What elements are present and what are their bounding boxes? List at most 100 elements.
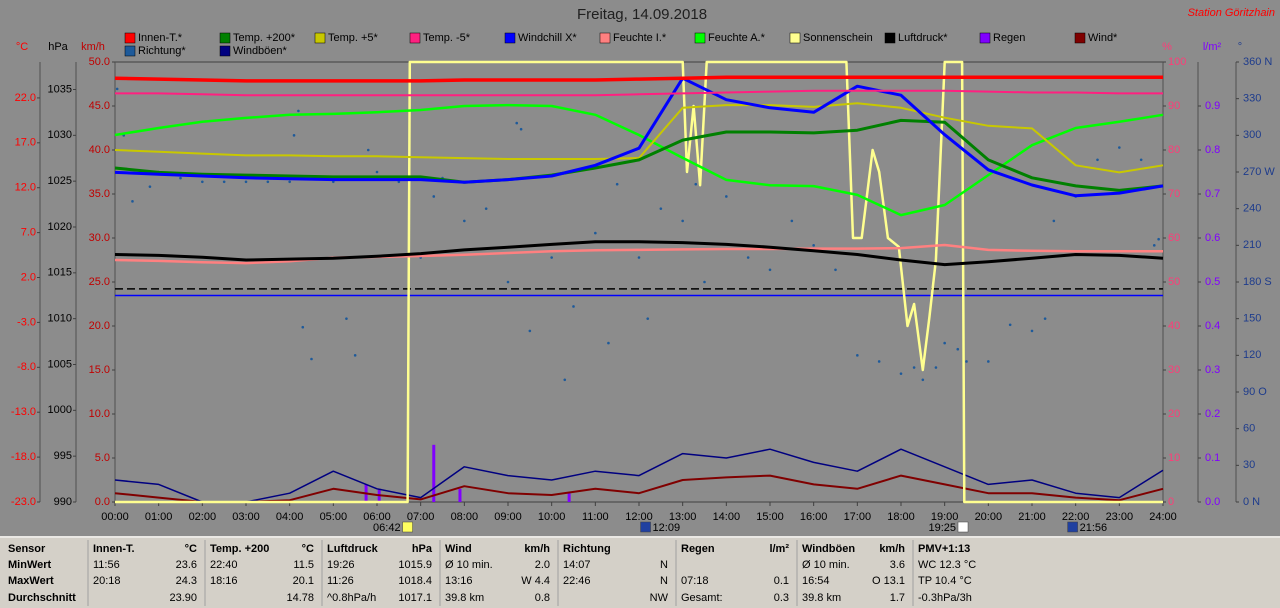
axis-unit: ° bbox=[1238, 41, 1242, 53]
cell-time: Gesamt: bbox=[681, 592, 723, 604]
series-line bbox=[115, 89, 1163, 97]
series-line bbox=[114, 102, 1164, 174]
legend-swatch bbox=[599, 32, 611, 44]
legend-swatch bbox=[1074, 32, 1086, 44]
y-tick-label: 360 N bbox=[1243, 56, 1272, 68]
y-tick-label: 0.1 bbox=[1205, 452, 1220, 464]
y-tick-label: 0.2 bbox=[1205, 408, 1220, 420]
direction-dot bbox=[345, 317, 348, 320]
cell-value: 14.78 bbox=[286, 592, 314, 604]
column-unit: hPa bbox=[412, 543, 433, 555]
y-tick-label: 60 bbox=[1243, 423, 1255, 435]
direction-dot bbox=[222, 180, 226, 184]
legend-label: Feuchte I.* bbox=[613, 32, 667, 44]
legend-swatch bbox=[219, 45, 231, 57]
y-tick-label: 270 W bbox=[1243, 166, 1275, 178]
table-background bbox=[0, 536, 1280, 608]
row-label: Sensor bbox=[8, 543, 46, 555]
cell-time: 22:40 bbox=[210, 559, 238, 571]
legend-swatch bbox=[314, 32, 326, 44]
y-tick-label: 995 bbox=[54, 450, 72, 462]
cell-value: 0.8 bbox=[535, 592, 550, 604]
column-header: Richtung bbox=[563, 543, 611, 555]
column-unit: °C bbox=[185, 543, 197, 555]
y-tick-label: 1020 bbox=[48, 221, 72, 233]
direction-dot bbox=[288, 180, 291, 184]
direction-dot bbox=[550, 256, 553, 259]
direction-dot bbox=[1152, 244, 1156, 247]
cell-value: W 4.4 bbox=[521, 575, 550, 587]
axis-unit: °C bbox=[16, 41, 28, 53]
cell-time: 11:56 bbox=[93, 559, 120, 571]
y-tick-label: -3.0 bbox=[17, 316, 36, 328]
direction-dot bbox=[1008, 323, 1012, 327]
direction-dot bbox=[637, 256, 641, 259]
y-tick-label: 80 bbox=[1168, 144, 1180, 156]
y-tick-label: 300 bbox=[1243, 129, 1261, 141]
x-tick-label: 10:00 bbox=[538, 511, 566, 523]
axis-unit: km/h bbox=[81, 41, 105, 53]
cell-time: -0.3hPa/3h bbox=[918, 592, 972, 604]
cell-value: 23.6 bbox=[176, 559, 197, 571]
direction-dot bbox=[301, 325, 305, 329]
cell-time: 39.8 km bbox=[802, 592, 841, 604]
cell-value: 1015.9 bbox=[398, 559, 432, 571]
direction-dot bbox=[353, 354, 357, 357]
direction-dot bbox=[856, 354, 859, 357]
legend-label: Richtung* bbox=[138, 45, 186, 57]
y-tick-label: 50.0 bbox=[89, 56, 110, 68]
direction-dot bbox=[912, 366, 916, 369]
direction-dot bbox=[292, 134, 296, 137]
direction-dot bbox=[397, 180, 401, 184]
y-tick-label: 22.0 bbox=[15, 92, 36, 104]
direction-dot bbox=[463, 219, 466, 223]
direction-dot bbox=[1052, 219, 1056, 223]
x-tick-label: 18:00 bbox=[887, 511, 915, 523]
y-tick-label: 1025 bbox=[48, 175, 72, 187]
rain-bar bbox=[458, 488, 462, 502]
rain-bar bbox=[567, 493, 571, 502]
y-tick-label: 0.3 bbox=[1205, 364, 1220, 376]
x-tick-label: 15:00 bbox=[756, 511, 784, 523]
direction-dot bbox=[659, 207, 663, 210]
y-tick-label: 90 O bbox=[1243, 386, 1267, 398]
cell-value: O 13.1 bbox=[872, 575, 905, 587]
series-line bbox=[114, 240, 1164, 267]
y-tick-label: 7.0 bbox=[21, 227, 36, 239]
column-unit: °C bbox=[302, 543, 314, 555]
cell-time: TP 10.4 °C bbox=[918, 575, 972, 587]
axis-unit: % bbox=[1162, 41, 1172, 53]
direction-dot bbox=[681, 219, 684, 223]
cell-value: 1017.1 bbox=[398, 592, 432, 604]
legend-label: Windböen* bbox=[233, 45, 288, 57]
y-tick-label: 990 bbox=[54, 496, 72, 508]
column-header: Temp. +200 bbox=[210, 543, 269, 555]
legend-label: Innen-T.* bbox=[138, 32, 183, 44]
y-tick-label: 0.4 bbox=[1205, 320, 1220, 332]
direction-dot bbox=[790, 219, 794, 223]
direction-dot bbox=[179, 176, 182, 180]
legend-swatch bbox=[124, 45, 136, 57]
y-tick-label: 10 bbox=[1168, 452, 1180, 464]
y-tick-label: 10.0 bbox=[89, 408, 110, 420]
legend-swatch bbox=[789, 32, 801, 44]
series-line bbox=[114, 474, 1164, 503]
y-tick-label: 1010 bbox=[48, 313, 72, 325]
cell-value: 20.1 bbox=[293, 575, 314, 587]
y-tick-label: 150 bbox=[1243, 313, 1261, 325]
legend-label: Windchill X* bbox=[518, 32, 577, 44]
event-marker bbox=[957, 521, 969, 533]
y-tick-label: -18.0 bbox=[11, 451, 36, 463]
direction-dot bbox=[746, 256, 750, 259]
direction-dot bbox=[1157, 237, 1160, 241]
direction-dot bbox=[834, 268, 837, 272]
column-header: Innen-T. bbox=[93, 543, 135, 555]
cell-value: 0.3 bbox=[774, 592, 789, 604]
legend-swatch bbox=[979, 32, 991, 44]
x-tick-label: 22:00 bbox=[1062, 511, 1090, 523]
direction-dot bbox=[484, 207, 488, 210]
x-tick-label: 24:00 bbox=[1149, 511, 1177, 523]
direction-dot bbox=[1096, 158, 1099, 162]
column-header: PMV+1:13 bbox=[918, 543, 970, 555]
direction-dot bbox=[694, 182, 698, 186]
